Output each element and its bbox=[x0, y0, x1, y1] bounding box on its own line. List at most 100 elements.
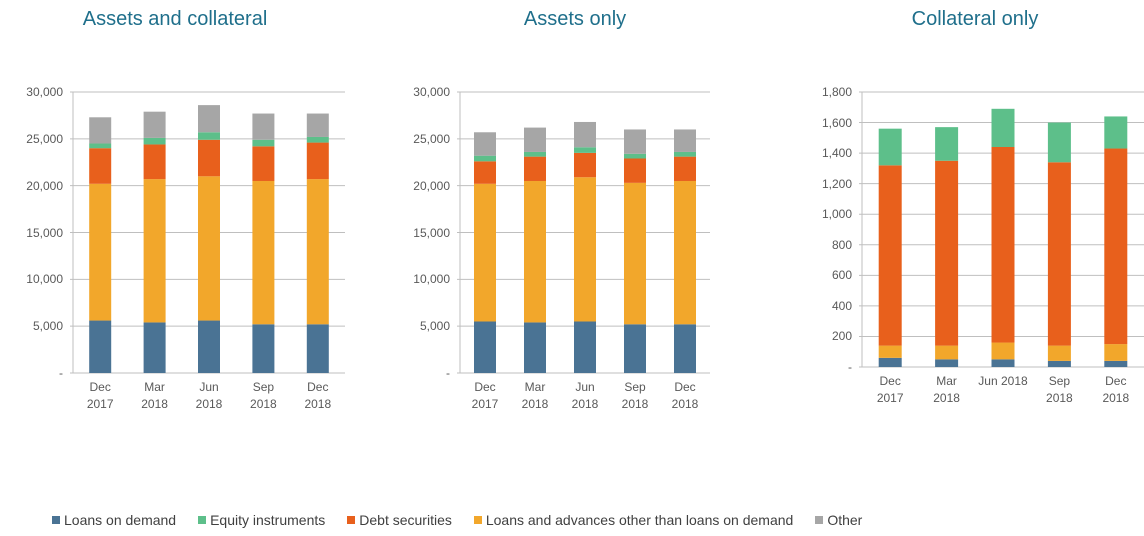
bar-segment bbox=[252, 139, 275, 147]
chart-title: Collateral only bbox=[911, 8, 1039, 30]
bar-segment bbox=[198, 139, 220, 177]
bar-segment bbox=[306, 113, 329, 137]
bar-segment bbox=[89, 117, 112, 144]
y-tick-label: - bbox=[446, 366, 450, 380]
x-tick-label: Sep 2018 bbox=[621, 380, 649, 411]
legend-swatch bbox=[198, 516, 207, 524]
y-tick-label: 20,000 bbox=[26, 178, 63, 193]
bar-segment bbox=[198, 176, 220, 321]
bar-segment bbox=[474, 161, 496, 184]
bar-segment bbox=[474, 155, 496, 162]
legend: Loans on demand Equity instruments Debt se… bbox=[52, 512, 884, 528]
y-tick-label: 200 bbox=[831, 329, 852, 344]
bar-segment bbox=[624, 158, 646, 183]
bar-segment bbox=[89, 183, 112, 321]
bar-segment bbox=[1104, 344, 1128, 361]
y-tick-label: 1,200 bbox=[821, 176, 852, 191]
bar-segment bbox=[252, 324, 275, 373]
bar-segment bbox=[306, 142, 329, 180]
y-tick-label: 15,000 bbox=[26, 225, 63, 240]
y-tick-label: - bbox=[59, 366, 63, 380]
bar-segment bbox=[674, 129, 696, 152]
y-tick-label: 30,000 bbox=[26, 85, 63, 99]
x-tick-label: Sep 2018 bbox=[250, 380, 277, 411]
y-tick-label: 5,000 bbox=[32, 319, 63, 334]
legend-label: Loans on demand bbox=[64, 512, 177, 528]
y-tick-label: 25,000 bbox=[26, 131, 63, 146]
bar-segment bbox=[1104, 148, 1128, 345]
bar-segment bbox=[878, 128, 902, 166]
bar-segment bbox=[524, 322, 546, 373]
bar-segment bbox=[1104, 360, 1128, 367]
bar-segment bbox=[624, 324, 646, 373]
bar-segment bbox=[674, 180, 696, 325]
bar-segment bbox=[574, 321, 596, 373]
y-tick-label: 25,000 bbox=[413, 131, 450, 146]
chart-title: Assets and collateral bbox=[82, 8, 268, 30]
bar-segment bbox=[306, 136, 329, 143]
chart-title: Assets only bbox=[523, 8, 627, 30]
x-tick-label: Dec 2018 bbox=[304, 380, 332, 411]
bar-segment bbox=[674, 324, 696, 373]
legend-label: Equity instruments bbox=[210, 512, 326, 528]
bar-segment bbox=[89, 320, 112, 373]
bar-segment bbox=[89, 148, 112, 184]
y-tick-label: 30,000 bbox=[413, 85, 450, 99]
y-tick-label: 600 bbox=[831, 268, 852, 283]
x-tick-label: Dec 2017 bbox=[876, 374, 904, 405]
bar-segment bbox=[524, 151, 546, 157]
x-tick-label: Mar 2018 bbox=[933, 374, 960, 405]
bar-segment bbox=[674, 156, 696, 181]
legend-item: Equity instruments bbox=[198, 512, 325, 528]
bar-segment bbox=[524, 127, 546, 152]
legend-item: Loans and advances other than loans on d… bbox=[473, 512, 794, 528]
y-tick-label: 1,000 bbox=[821, 207, 852, 222]
bar-segment bbox=[524, 180, 546, 323]
bar-segment bbox=[252, 180, 275, 325]
bar-segment bbox=[574, 177, 596, 322]
x-tick-label: Mar 2018 bbox=[521, 380, 549, 411]
bar-segment bbox=[574, 152, 596, 178]
bar-segment bbox=[878, 165, 902, 346]
legend-swatch bbox=[815, 516, 824, 524]
x-tick-label: Sep 2018 bbox=[1046, 374, 1073, 405]
bar-segment bbox=[935, 345, 959, 360]
x-tick-label: Jun 2018 bbox=[978, 374, 1028, 388]
legend-swatch bbox=[347, 516, 356, 524]
bar-segment bbox=[1047, 122, 1071, 163]
y-tick-label: 10,000 bbox=[413, 272, 450, 287]
legend-label: Debt securities bbox=[359, 512, 452, 528]
bar-segment bbox=[574, 147, 596, 153]
bar-segment bbox=[991, 359, 1015, 367]
bar-segment bbox=[306, 179, 329, 325]
x-tick-label: Dec 2017 bbox=[86, 380, 114, 411]
y-tick-label: 800 bbox=[831, 237, 852, 252]
bar-segment bbox=[624, 182, 646, 325]
bar-segment bbox=[143, 111, 166, 138]
bar-segment bbox=[1047, 162, 1071, 346]
bar-segment bbox=[306, 324, 329, 373]
bar-segment bbox=[143, 137, 166, 145]
bar-segment bbox=[674, 151, 696, 157]
bar-segment bbox=[935, 127, 959, 161]
x-tick-label: Dec 2018 bbox=[671, 380, 699, 411]
bar-segment bbox=[143, 144, 166, 180]
legend-item: Debt securities bbox=[347, 512, 452, 528]
bar-segment bbox=[89, 143, 112, 149]
bar-segment bbox=[474, 132, 496, 156]
bar-segment bbox=[143, 322, 166, 373]
x-tick-label: Mar 2018 bbox=[141, 380, 168, 411]
legend-label: Loans and advances other than loans on d… bbox=[485, 512, 794, 528]
bar-segment bbox=[198, 105, 220, 133]
bar-segment bbox=[1047, 360, 1071, 367]
bar-segment bbox=[143, 179, 166, 323]
bar-segment bbox=[524, 156, 546, 181]
bar-segment bbox=[991, 108, 1015, 147]
x-tick-label: Dec 2018 bbox=[1102, 374, 1130, 405]
bar-segment bbox=[252, 113, 275, 140]
bar-segment bbox=[935, 160, 959, 346]
bar-segment bbox=[878, 345, 902, 358]
bar-segment bbox=[474, 321, 496, 373]
